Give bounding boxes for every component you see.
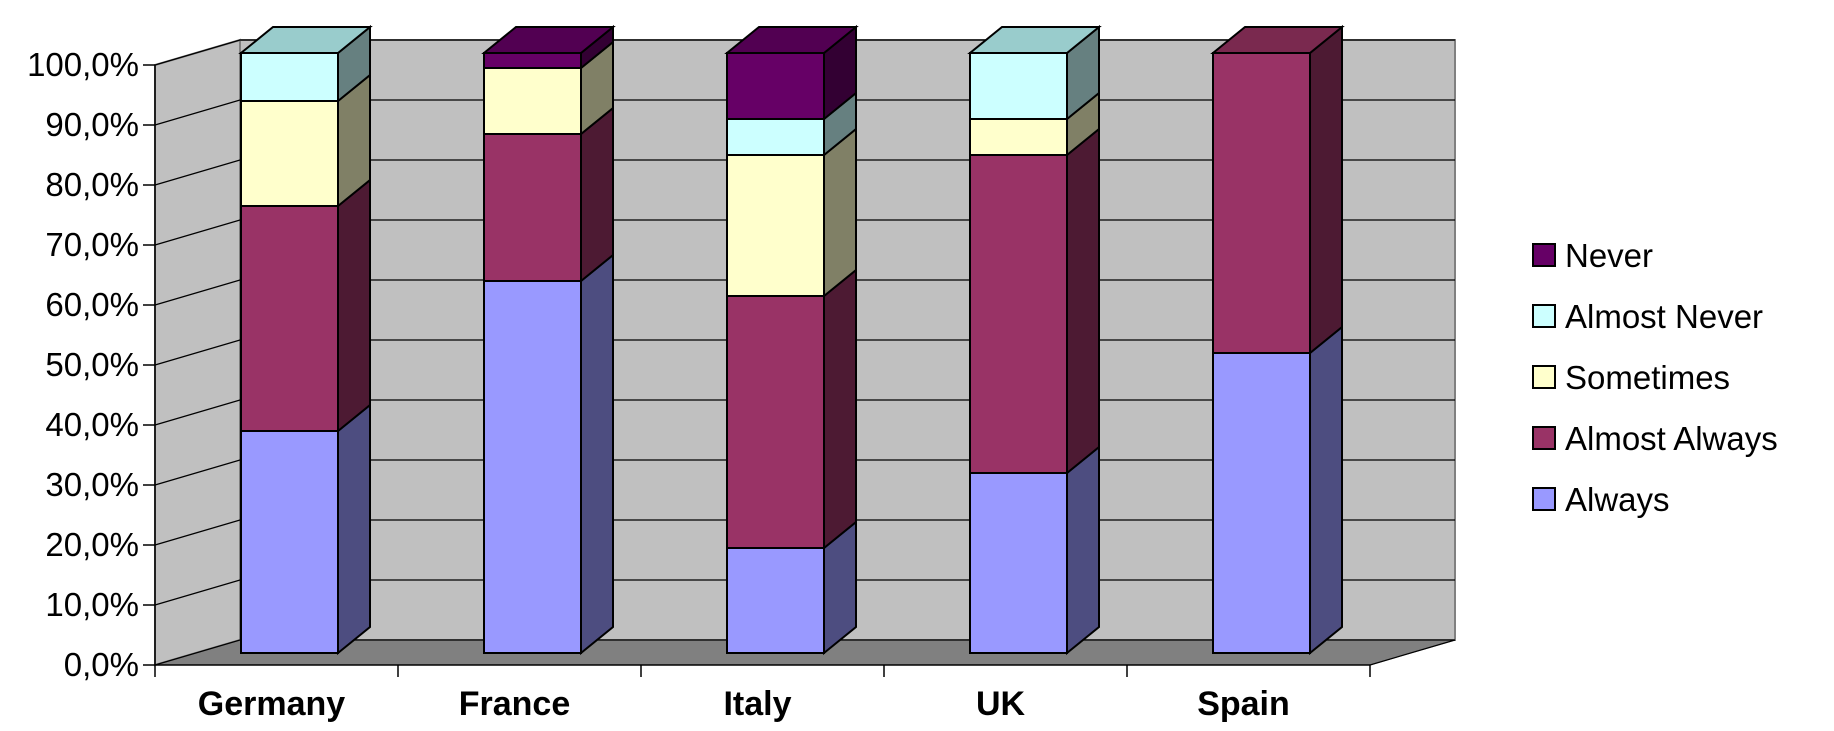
legend-swatch-almost-never: [1532, 304, 1556, 328]
floor-edge: [1369, 639, 1456, 666]
bar-side-uk-always: [1066, 444, 1100, 656]
bar-side-germany-almost-always: [337, 177, 371, 434]
bar-side-france-almost-always: [580, 105, 614, 284]
legend-label-always: Always: [1565, 481, 1670, 518]
bar-top-france-never: [481, 26, 616, 54]
legend: Never Almost Never Sometimes Almost Always A…: [1532, 237, 1778, 518]
bar-top-germany-almost-never: [238, 26, 373, 54]
y-tick-label: 90,0%: [45, 106, 139, 143]
bar-side-france-always: [580, 252, 614, 656]
y-tick-label: 30,0%: [45, 466, 139, 503]
legend-label-sometimes: Sometimes: [1565, 359, 1730, 396]
y-tick-label: 20,0%: [45, 526, 139, 563]
y-tick-label: 0,0%: [64, 646, 139, 683]
bar-top-uk-almost-never: [967, 26, 1102, 54]
legend-swatch-almost-always: [1532, 426, 1556, 450]
bar-side-italy-sometimes: [823, 126, 857, 299]
legend-label-never: Never: [1565, 237, 1653, 274]
bar-france-never: [483, 52, 582, 69]
bar-side-italy-almost-always: [823, 267, 857, 551]
bar-germany-always: [240, 430, 339, 654]
bar-side-uk-almost-always: [1066, 126, 1100, 476]
axes: 0,0% 10,0% 20,0% 30,0% 40,0% 50,0% 60,0% 70,0% 8…: [27, 46, 1456, 723]
y-tick-label: 40,0%: [45, 406, 139, 443]
bar-germany-almost-never: [240, 52, 339, 102]
x-category-label: UK: [976, 685, 1026, 723]
legend-label-almost-never: Almost Never: [1565, 298, 1763, 335]
bar-italy-almost-never: [726, 118, 825, 156]
legend-swatch-always: [1532, 487, 1556, 511]
y-tick-label: 70,0%: [45, 226, 139, 263]
y-tick-label: 100,0%: [27, 46, 139, 83]
legend-label-almost-always: Almost Always: [1565, 420, 1778, 457]
bar-top-italy-never: [724, 26, 859, 54]
bar-spain-always: [1212, 352, 1311, 654]
bar-side-spain-almost-always: [1309, 24, 1343, 356]
legend-swatch-sometimes: [1532, 365, 1556, 389]
x-category-label: Germany: [198, 685, 345, 723]
y-tick-label: 10,0%: [45, 586, 139, 623]
bar-italy-always: [726, 547, 825, 654]
bar-uk-almost-always: [969, 154, 1068, 474]
x-category-label: Italy: [723, 685, 791, 723]
bar-uk-sometimes: [969, 118, 1068, 156]
bar-spain-almost-always: [1212, 52, 1311, 354]
bar-side-spain-always: [1309, 324, 1343, 656]
bar-italy-never: [726, 52, 825, 120]
bar-side-germany-always: [337, 402, 371, 656]
bar-top-spain-almost-always: [1210, 26, 1345, 54]
bar-uk-almost-never: [969, 52, 1068, 120]
bar-france-almost-always: [483, 133, 582, 282]
bar-germany-sometimes: [240, 100, 339, 207]
legend-swatch-never: [1532, 243, 1556, 267]
y-tick-label: 50,0%: [45, 346, 139, 383]
bar-france-sometimes: [483, 67, 582, 135]
bar-france-always: [483, 280, 582, 654]
y-tick-label: 80,0%: [45, 166, 139, 203]
x-category-label: France: [459, 685, 571, 723]
bars: [238, 24, 1345, 656]
bar-italy-sometimes: [726, 154, 825, 297]
bar-uk-always: [969, 472, 1068, 654]
bar-italy-almost-always: [726, 295, 825, 549]
bar-germany-almost-always: [240, 205, 339, 432]
y-tick-label: 60,0%: [45, 286, 139, 323]
x-category-label: Spain: [1197, 685, 1290, 723]
